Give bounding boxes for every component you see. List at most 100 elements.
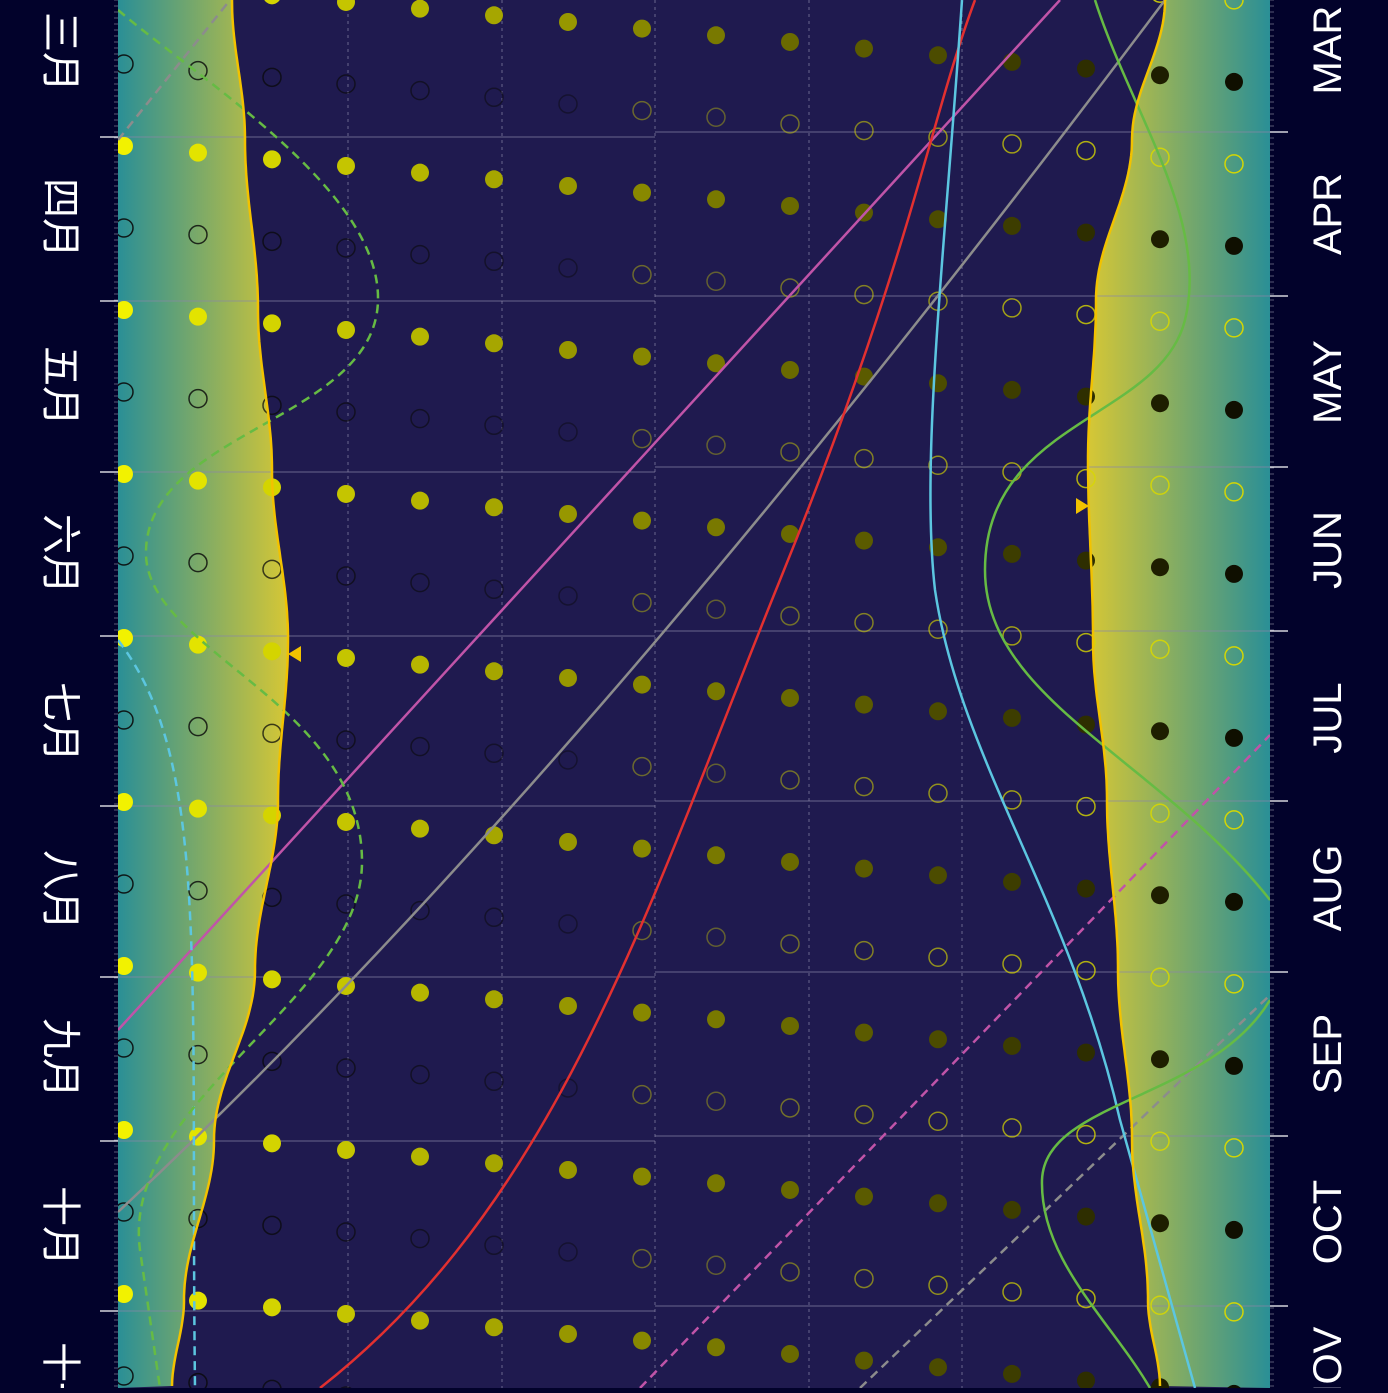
moon-dot-133	[485, 662, 503, 681]
moon-dot-266	[855, 1351, 873, 1370]
moon-ring-82	[262, 395, 282, 416]
moon-dot-105	[781, 524, 799, 543]
moon-dot-36	[411, 163, 429, 182]
sunset-marker-icon	[288, 646, 301, 662]
moon-dot-261	[485, 1318, 503, 1337]
moon-ring-208	[118, 1038, 134, 1058]
moon-dot-3	[337, 0, 355, 11]
moon-ring-93	[1076, 468, 1096, 489]
moon-ring-244	[410, 1228, 430, 1249]
moon-dot-130	[263, 642, 281, 661]
moon-ring-242	[262, 1215, 282, 1236]
moon-dot-269	[1077, 1371, 1095, 1388]
moon-ring-118	[558, 586, 578, 606]
moon-phase-dots	[118, 0, 1244, 1388]
moon-ring-223	[1224, 1138, 1244, 1158]
moon-ring-85	[484, 415, 504, 436]
moon-dot-231	[633, 1167, 651, 1186]
moon-ring-253	[1076, 1288, 1096, 1309]
moon-ring-217	[780, 1098, 800, 1118]
planet-track-green-dashed	[118, 9, 380, 1388]
moon-ring-49	[188, 224, 208, 245]
moon-dot-4	[411, 0, 429, 18]
moon-ring-24	[706, 107, 726, 128]
moon-ring-27	[928, 127, 948, 148]
moon-ring-29	[1076, 140, 1096, 161]
moon-ring-119	[632, 592, 652, 613]
moon-dot-142	[1151, 722, 1169, 741]
moon-ring-218	[854, 1104, 874, 1125]
moon-dot-75	[929, 374, 947, 393]
moon-ring-0	[1152, 0, 1168, 3]
moon-dot-34	[263, 150, 281, 169]
moon-dot-203	[929, 1030, 947, 1049]
moon-dot-108	[1003, 544, 1021, 563]
moon-dot-230	[559, 1160, 577, 1179]
moon-dot-103	[633, 511, 651, 530]
moon-dot-135	[633, 675, 651, 694]
moon-ring-60	[1002, 298, 1022, 318]
moon-dot-72	[707, 354, 725, 373]
moon-ring-23	[632, 100, 652, 121]
moon-dot-106	[855, 531, 873, 550]
moon-ring-112	[118, 546, 134, 566]
moon-ring-274	[262, 1379, 282, 1388]
month-label-left-8: 十一	[38, 1342, 82, 1388]
moon-ring-185	[780, 934, 800, 954]
moon-ring-50	[262, 231, 282, 252]
moon-dot-237	[1077, 1207, 1095, 1226]
sunset-line	[170, 0, 290, 1387]
moon-dot-14	[1151, 66, 1169, 85]
month-label-left-2: 五月	[38, 346, 82, 426]
moon-ring-116	[410, 572, 430, 593]
moon-dot-198	[559, 996, 577, 1015]
moon-dot-107	[929, 538, 947, 557]
moon-dot-134	[559, 668, 577, 687]
moon-ring-31	[1224, 154, 1244, 174]
moon-dot-41	[781, 196, 799, 215]
moon-dot-204	[1003, 1036, 1021, 1055]
moon-ring-147	[336, 730, 356, 750]
moon-ring-48	[118, 218, 134, 238]
moon-dot-65	[189, 307, 207, 326]
moon-dot-207	[1225, 1056, 1243, 1075]
month-label-right-5: AUG	[1306, 845, 1350, 932]
moon-dot-205	[1077, 1043, 1095, 1062]
moon-dot-110	[1151, 558, 1169, 577]
moon-dot-128	[118, 629, 133, 647]
moon-dot-136	[707, 682, 725, 701]
moon-ring-153	[780, 770, 800, 790]
moon-dot-228	[411, 1147, 429, 1166]
moon-dot-8	[707, 26, 725, 45]
moon-ring-53	[484, 251, 504, 272]
month-label-right-3: JUN	[1306, 511, 1350, 589]
moon-ring-121	[780, 606, 800, 626]
moon-dot-161	[189, 799, 207, 818]
moon-ring-113	[188, 552, 208, 573]
moon-dot-71	[633, 347, 651, 366]
moon-dot-129	[189, 635, 207, 654]
moon-dot-67	[337, 320, 355, 339]
moon-dot-256	[118, 1285, 133, 1303]
moon-dot-234	[855, 1187, 873, 1206]
moon-dot-238	[1151, 1214, 1169, 1233]
moon-ring-177	[188, 880, 208, 901]
moon-dot-263	[633, 1331, 651, 1350]
moon-dot-35	[337, 156, 355, 175]
moon-dot-46	[1151, 230, 1169, 249]
moon-dot-6	[559, 12, 577, 31]
moon-ring-246	[558, 1242, 578, 1262]
moon-ring-219	[928, 1111, 948, 1132]
moon-ring-94	[1150, 475, 1170, 495]
moon-ring-81	[188, 388, 208, 409]
moon-ring-26	[854, 120, 874, 141]
moon-ring-251	[928, 1275, 948, 1296]
moon-ring-150	[558, 750, 578, 770]
moon-ring-84	[410, 408, 430, 429]
moon-ring-179	[336, 894, 356, 914]
moon-ring-25	[780, 114, 800, 134]
morning-twilight-band	[1088, 0, 1270, 1388]
moon-dot-264	[707, 1338, 725, 1357]
moon-dot-259	[337, 1304, 355, 1323]
